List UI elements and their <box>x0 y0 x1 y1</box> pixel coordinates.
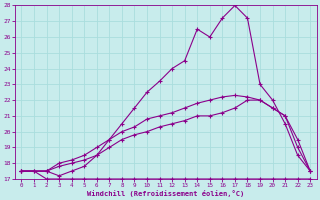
X-axis label: Windchill (Refroidissement éolien,°C): Windchill (Refroidissement éolien,°C) <box>87 190 244 197</box>
